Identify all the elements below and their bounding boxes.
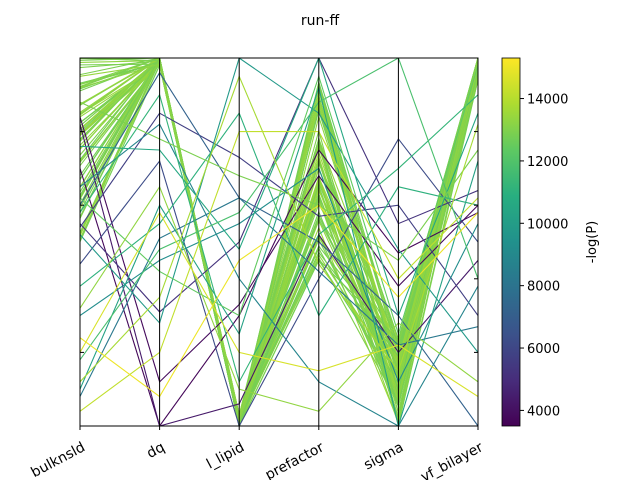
data-line-64: [80, 58, 478, 420]
data-line-88: [80, 185, 478, 412]
data-line-74: [80, 112, 478, 316]
data-line-78: [80, 123, 478, 426]
axis-label-dq: dq: [144, 439, 167, 461]
data-line-91: [80, 211, 478, 398]
axis-labels: bulknsld dq l_lipid prefactor sigma vf_bilaye…: [29, 439, 487, 480]
axis-label-l_lipid: l_lipid: [204, 439, 247, 472]
data-line-11: [80, 63, 478, 425]
data-line-82: [80, 58, 478, 318]
data-line-83: [80, 112, 478, 317]
data-line-89: [80, 74, 478, 383]
data-line-15: [80, 60, 478, 425]
data-line-51: [80, 64, 478, 425]
chart-title: run-ff: [301, 13, 340, 29]
colorbar-tick-label-0: 4000: [527, 404, 560, 419]
data-line-80: [80, 58, 478, 353]
data-line-71: [80, 116, 478, 383]
data-line-63: [80, 58, 478, 426]
colorbar-tick-label-4: 12000: [527, 155, 568, 170]
data-line-77: [80, 197, 478, 397]
data-line-16: [80, 62, 478, 426]
axis-label-vf_bilayer: vf_bilayer: [418, 439, 486, 480]
data-line-76: [80, 71, 478, 426]
data-line-73: [80, 58, 478, 313]
colorbar-gradient: [501, 57, 521, 427]
data-line-72: [80, 124, 478, 426]
plot-frame: [79, 57, 479, 427]
colorbar-tick-label-3: 10000: [527, 217, 568, 232]
colorbar-tick-label-5: 14000: [527, 93, 568, 108]
data-line-65: [80, 58, 478, 423]
colorbar-tick-label-2: 8000: [527, 280, 560, 295]
data-line-46: [80, 62, 478, 426]
axis-label-prefactor: prefactor: [263, 439, 327, 480]
axis-label-sigma: sigma: [361, 439, 406, 473]
colorbar-tick-label-1: 6000: [527, 342, 560, 357]
axis-label-bulknsld: bulknsld: [29, 439, 88, 480]
colorbar: 4000 6000 8000 10000 12000 14000 -log(P): [501, 57, 600, 427]
colorbar-ticks: 4000 6000 8000 10000 12000 14000: [520, 93, 568, 419]
data-line-59: [80, 58, 478, 425]
data-line-90: [80, 131, 478, 412]
colorbar-label: -log(P): [585, 221, 600, 264]
data-line-0: [80, 62, 478, 426]
data-lines: [80, 58, 478, 426]
data-line-17: [80, 64, 478, 421]
data-line-85: [80, 58, 478, 361]
data-line-34: [80, 62, 478, 420]
data-line-92: [80, 204, 478, 398]
data-line-86: [80, 65, 478, 336]
data-line-84: [80, 93, 478, 384]
data-line-87: [80, 101, 478, 262]
